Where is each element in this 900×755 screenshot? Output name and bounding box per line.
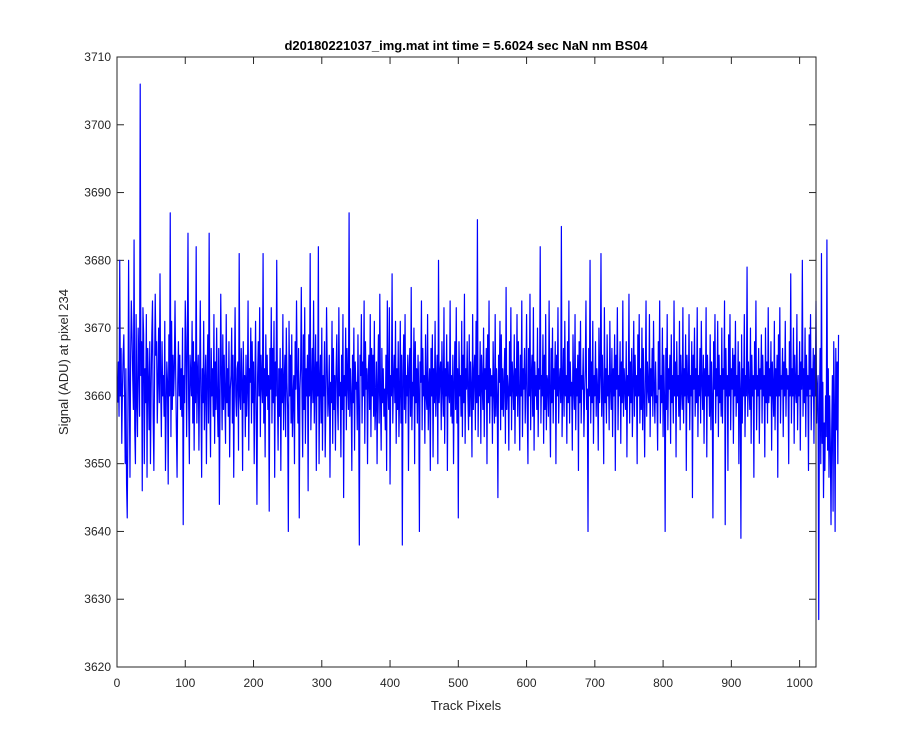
x-tick-label: 900: [721, 676, 741, 690]
y-tick-label: 3700: [84, 118, 111, 132]
y-tick-label: 3620: [84, 660, 111, 674]
y-tick-label: 3710: [84, 50, 111, 64]
x-tick-label: 400: [380, 676, 400, 690]
signal-series-line: [117, 83, 840, 621]
y-tick-label: 3690: [84, 186, 111, 200]
x-tick-label: 100: [175, 676, 195, 690]
x-tick-label: 500: [448, 676, 468, 690]
x-tick-label: 300: [312, 676, 332, 690]
x-tick-label: 0: [114, 676, 121, 690]
y-tick-label: 3640: [84, 524, 111, 538]
x-tick-label: 200: [244, 676, 264, 690]
x-axis-title: Track Pixels: [431, 698, 502, 713]
y-axis-title: Signal (ADU) at pixel 234: [56, 289, 71, 435]
y-tick-label: 3630: [84, 592, 111, 606]
axes-box: [116, 56, 817, 668]
y-tick-label: 3670: [84, 321, 111, 335]
x-tick-label: 800: [653, 676, 673, 690]
x-tick-label: 700: [585, 676, 605, 690]
x-tick-label: 1000: [786, 676, 813, 690]
chart-title: d20180221037_img.mat int time = 5.6024 s…: [284, 38, 648, 53]
x-tick-label: 600: [517, 676, 537, 690]
y-tick-label: 3660: [84, 389, 111, 403]
y-tick-label: 3650: [84, 457, 111, 471]
y-tick-label: 3680: [84, 253, 111, 267]
ticks-layer: 0 100 200 300 400 500 600 700 800 900 1000 3620 3630…: [84, 50, 816, 690]
